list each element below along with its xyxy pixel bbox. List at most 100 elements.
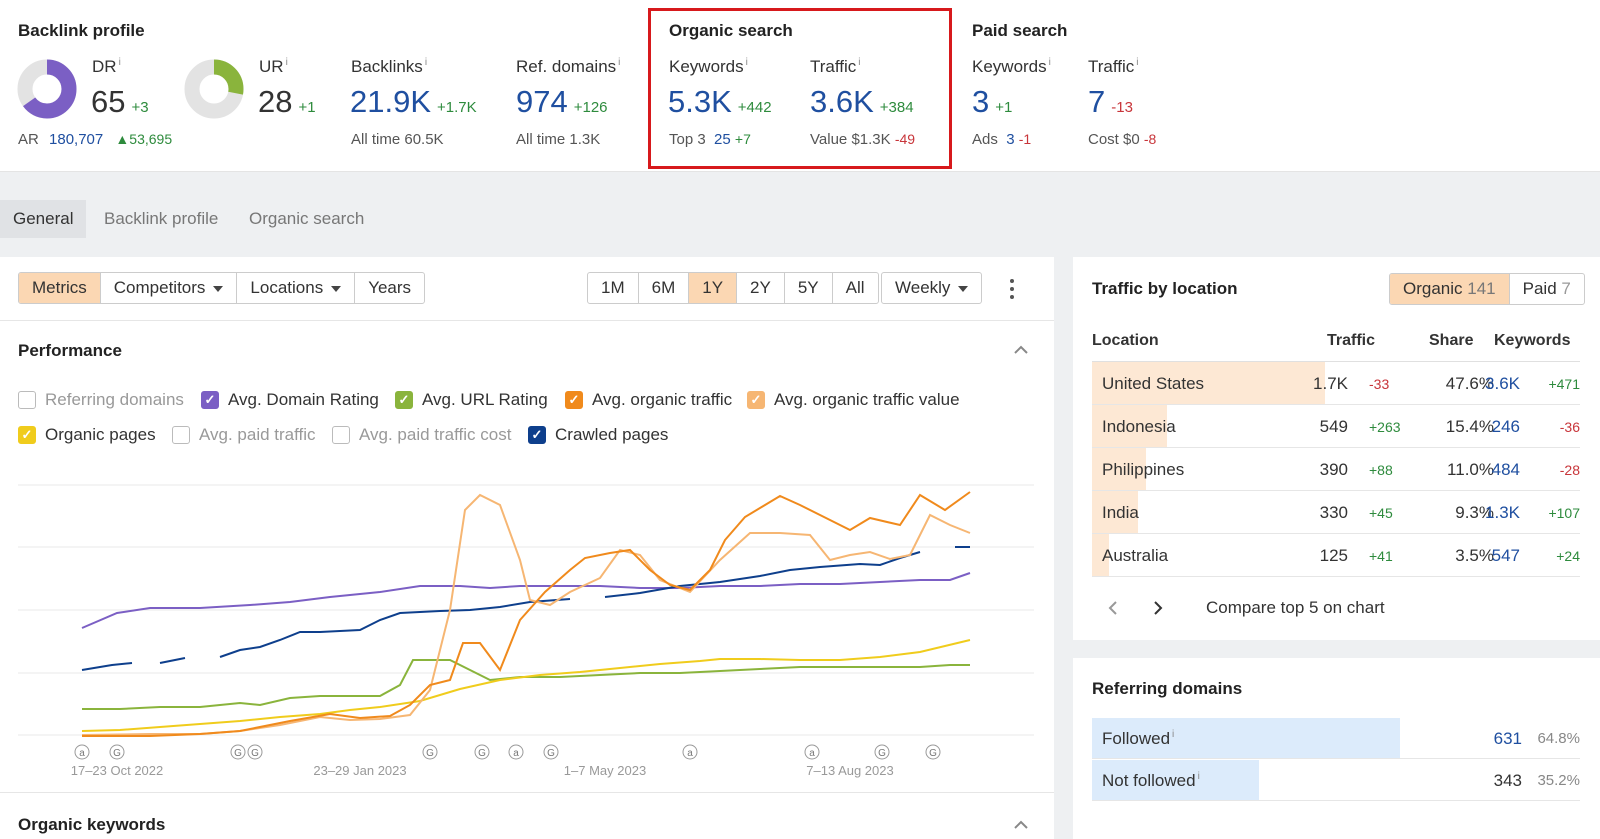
traffic-delta: +88 bbox=[1369, 462, 1393, 478]
organic-search-highlight-box bbox=[648, 8, 952, 169]
chevron-up-icon[interactable] bbox=[1013, 818, 1029, 830]
event-marker[interactable]: G bbox=[422, 744, 438, 760]
event-marker[interactable]: G bbox=[247, 744, 263, 760]
keywords-value[interactable]: 484 bbox=[1491, 460, 1520, 479]
range-5y-button[interactable]: 5Y bbox=[785, 273, 833, 303]
location-row[interactable]: Philippines 390 +88 11.0% 484 -28 bbox=[1092, 448, 1580, 491]
info-icon[interactable]: i bbox=[745, 57, 748, 68]
event-marker[interactable]: G bbox=[109, 744, 125, 760]
event-marker[interactable]: G bbox=[230, 744, 246, 760]
avg-organic-traffic-line[interactable] bbox=[82, 491, 971, 737]
svg-text:G: G bbox=[547, 748, 555, 759]
tab-organic-search[interactable]: Organic search bbox=[249, 209, 365, 228]
years-button[interactable]: Years bbox=[368, 278, 412, 297]
backlinks-value[interactable]: 21.9K bbox=[350, 84, 432, 119]
location-name[interactable]: India bbox=[1102, 503, 1139, 522]
event-marker[interactable]: a bbox=[74, 744, 90, 760]
event-marker[interactable]: G bbox=[474, 744, 490, 760]
location-row[interactable]: Indonesia 549 +263 15.4% 246 -36 bbox=[1092, 405, 1580, 448]
tab-general[interactable]: General bbox=[0, 200, 87, 238]
avg-organic-traffic-value-line[interactable] bbox=[81, 493, 971, 736]
interval-dropdown[interactable]: Weekly bbox=[881, 272, 983, 304]
avg-url-rating-line[interactable] bbox=[82, 659, 970, 710]
event-marker[interactable]: a bbox=[804, 744, 820, 760]
paid-keywords-value[interactable]: 3 bbox=[972, 84, 990, 119]
event-marker[interactable]: G bbox=[543, 744, 559, 760]
checkbox-avg-paid-traffic-cost[interactable]: Avg. paid traffic cost bbox=[332, 425, 511, 445]
chevron-left-icon[interactable] bbox=[1107, 600, 1119, 616]
competitors-dropdown[interactable]: Competitors bbox=[101, 273, 238, 303]
organic-top3-value[interactable]: 25 bbox=[714, 131, 731, 148]
referring-domains-row[interactable]: Followed i 631 64.8% bbox=[1092, 718, 1580, 759]
checkmark-icon: ✓ bbox=[18, 426, 36, 444]
keywords-value[interactable]: 3.6K bbox=[1485, 374, 1520, 393]
tab-backlink-profile[interactable]: Backlink profile bbox=[104, 209, 219, 228]
info-icon[interactable]: i bbox=[1048, 57, 1051, 68]
header-location[interactable]: Location bbox=[1092, 332, 1159, 349]
organic-pages-line[interactable] bbox=[81, 639, 971, 732]
header-traffic[interactable]: Traffic bbox=[1327, 332, 1376, 349]
event-marker[interactable]: G bbox=[925, 744, 941, 760]
ar-value[interactable]: 180,707 bbox=[49, 131, 104, 148]
checkbox-crawled-pages[interactable]: ✓ Crawled pages bbox=[528, 425, 668, 445]
range-1m-button[interactable]: 1M bbox=[588, 273, 639, 303]
paid-toggle-button[interactable]: Paid 7 bbox=[1522, 279, 1571, 298]
keywords-value[interactable]: 547 bbox=[1491, 546, 1520, 565]
range-all-button[interactable]: All bbox=[845, 278, 865, 297]
info-icon[interactable]: i bbox=[1172, 729, 1175, 740]
info-icon[interactable]: i bbox=[285, 57, 288, 68]
event-marker[interactable]: G bbox=[874, 744, 890, 760]
header-share[interactable]: Share bbox=[1429, 332, 1474, 349]
organic-toggle-button[interactable]: Organic 141 bbox=[1390, 274, 1510, 304]
referring-domains-row[interactable]: Not followed i 343 35.2% bbox=[1092, 760, 1580, 801]
location-name[interactable]: Philippines bbox=[1102, 460, 1185, 479]
locations-dropdown[interactable]: Locations bbox=[237, 273, 356, 303]
dr-value[interactable]: 65 bbox=[91, 84, 126, 119]
organic-traffic-value[interactable]: 3.6K bbox=[810, 84, 874, 119]
ur-value[interactable]: 28 bbox=[258, 84, 293, 119]
paid-traffic-value[interactable]: 7 bbox=[1088, 84, 1106, 119]
range-1y-button[interactable]: 1Y bbox=[689, 273, 738, 303]
location-row[interactable]: India 330 +45 9.3% 1.3K +107 bbox=[1092, 491, 1580, 534]
checkbox-avg-url-rating[interactable]: ✓ Avg. URL Rating bbox=[395, 390, 548, 410]
checkbox-avg-organic-traffic-value[interactable]: ✓ Avg. organic traffic value bbox=[747, 390, 960, 410]
info-icon[interactable]: i bbox=[118, 57, 121, 68]
event-marker[interactable]: a bbox=[682, 744, 698, 760]
organic-keywords-value[interactable]: 5.3K bbox=[668, 84, 732, 119]
traffic-value: 125 bbox=[1319, 546, 1348, 565]
referring-domains-count[interactable]: 631 bbox=[1493, 729, 1522, 748]
crawled-pages-line[interactable] bbox=[81, 546, 970, 671]
location-name[interactable]: Australia bbox=[1102, 546, 1169, 565]
chevron-right-icon[interactable] bbox=[1152, 600, 1164, 616]
checkbox-organic-pages[interactable]: ✓ Organic pages bbox=[18, 425, 156, 445]
info-icon[interactable]: i bbox=[858, 57, 861, 68]
more-options-icon[interactable] bbox=[1009, 279, 1015, 299]
info-icon[interactable]: i bbox=[424, 57, 428, 68]
range-6m-button[interactable]: 6M bbox=[639, 273, 690, 303]
keywords-value[interactable]: 246 bbox=[1491, 417, 1520, 436]
location-row[interactable]: Australia 125 +41 3.5% 547 +24 bbox=[1092, 534, 1580, 577]
checkbox-avg-organic-traffic[interactable]: ✓ Avg. organic traffic bbox=[565, 390, 732, 410]
svg-text:G: G bbox=[234, 748, 242, 759]
metrics-button[interactable]: Metrics bbox=[19, 273, 101, 303]
range-2y-button[interactable]: 2Y bbox=[737, 273, 785, 303]
avg-domain-rating-line[interactable] bbox=[81, 572, 971, 629]
checkbox-avg-paid-traffic[interactable]: Avg. paid traffic bbox=[172, 425, 316, 445]
event-marker[interactable]: a bbox=[508, 744, 524, 760]
paid-ads-value[interactable]: 3 bbox=[1006, 131, 1015, 148]
compare-top5-link[interactable]: Compare top 5 on chart bbox=[1206, 598, 1385, 617]
ref-domains-value[interactable]: 974 bbox=[516, 84, 568, 119]
location-row[interactable]: United States 1.7K -33 47.6% 3.6K +471 bbox=[1092, 362, 1580, 405]
location-name[interactable]: United States bbox=[1102, 374, 1205, 393]
checkbox-avg-domain-rating[interactable]: ✓ Avg. Domain Rating bbox=[201, 390, 379, 410]
info-icon[interactable]: i bbox=[1136, 57, 1139, 68]
traffic-delta: +41 bbox=[1369, 548, 1393, 564]
keywords-value[interactable]: 1.3K bbox=[1485, 503, 1520, 522]
header-keywords[interactable]: Keywords bbox=[1494, 332, 1571, 349]
checkbox-referring-domains[interactable]: Referring domains bbox=[18, 390, 184, 410]
location-name[interactable]: Indonesia bbox=[1102, 417, 1176, 436]
info-icon[interactable]: i bbox=[618, 57, 621, 68]
info-icon[interactable]: i bbox=[1197, 771, 1200, 782]
chevron-up-icon[interactable] bbox=[1013, 343, 1029, 355]
